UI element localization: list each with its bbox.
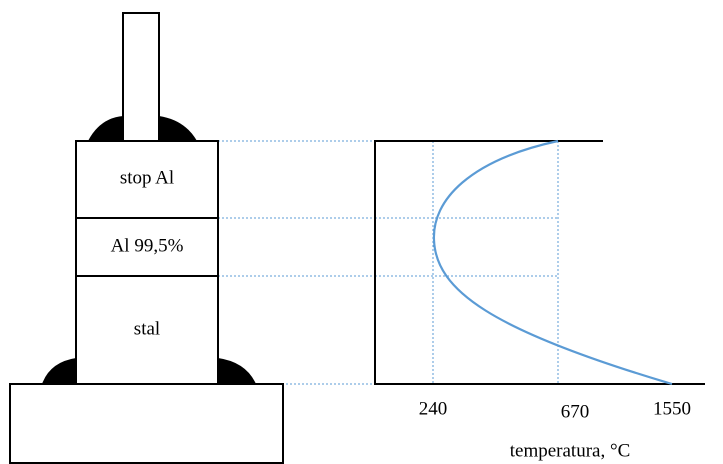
weld — [159, 116, 197, 141]
weld — [42, 358, 76, 384]
temperature-curve — [432, 139, 673, 386]
base — [9, 383, 284, 464]
axis-label: 670 — [561, 401, 590, 422]
layer-label: stal — [134, 318, 160, 339]
block — [75, 140, 219, 385]
weld — [88, 116, 123, 141]
guide-lines — [218, 140, 559, 385]
axis-title: temperatura, °C — [510, 440, 631, 461]
axis-label: 1550 — [653, 398, 691, 419]
axis-label: 240 — [419, 398, 448, 419]
rod — [122, 12, 160, 142]
weld — [218, 358, 256, 384]
layer-label: Al 99,5% — [111, 235, 184, 256]
layer-label: stop Al — [120, 167, 174, 188]
